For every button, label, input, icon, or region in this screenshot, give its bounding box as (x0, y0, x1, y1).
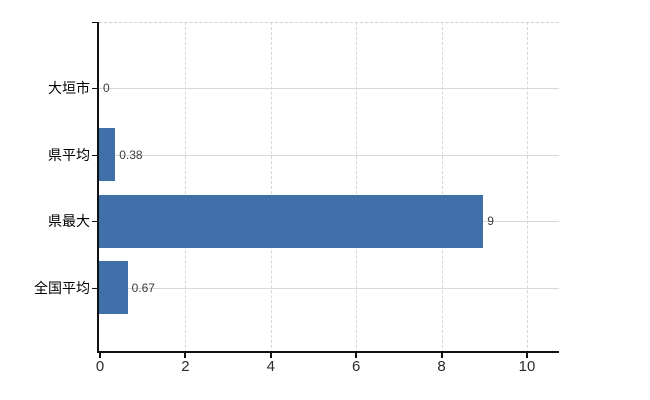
x-tick-label: 10 (518, 358, 536, 375)
x-tick (526, 353, 528, 358)
category-label: 県最大 (48, 213, 90, 229)
v-gridline (185, 22, 187, 353)
x-axis-line (97, 351, 559, 353)
y-tick (92, 88, 97, 89)
bar-value-label: 0 (103, 81, 110, 95)
x-tick-label: 0 (95, 358, 105, 375)
category-label: 県平均 (48, 146, 90, 163)
y-axis-top-tick (92, 22, 97, 23)
x-tick (184, 353, 187, 358)
x-tick (440, 353, 443, 358)
x-tick-label: 8 (437, 358, 446, 375)
v-gridline (356, 22, 358, 353)
v-gridline (270, 22, 272, 353)
v-gridline (527, 22, 528, 353)
v-gridline (441, 22, 443, 353)
y-tick (92, 154, 97, 156)
bar (99, 128, 116, 181)
h-gridline (99, 154, 559, 156)
x-tick (355, 353, 358, 358)
bar-value-label: 0.67 (131, 280, 155, 295)
category-label: 全国平均 (34, 279, 90, 296)
x-tick-label: 2 (181, 358, 190, 375)
category-label: 大垣市 (48, 80, 90, 96)
x-tick (269, 353, 272, 358)
y-tick (92, 287, 97, 289)
bar (99, 194, 484, 248)
x-tick (99, 353, 101, 358)
h-gridline (99, 88, 559, 89)
bar-value-label: 9 (487, 214, 494, 228)
h-gridline (99, 287, 559, 289)
bar (99, 261, 128, 314)
x-tick-label: 6 (352, 358, 361, 375)
y-tick (92, 221, 97, 222)
y-axis-line (97, 22, 99, 353)
plot-top-border (99, 22, 559, 23)
bar-value-label: 0.38 (119, 147, 143, 162)
x-tick-label: 4 (266, 358, 275, 375)
